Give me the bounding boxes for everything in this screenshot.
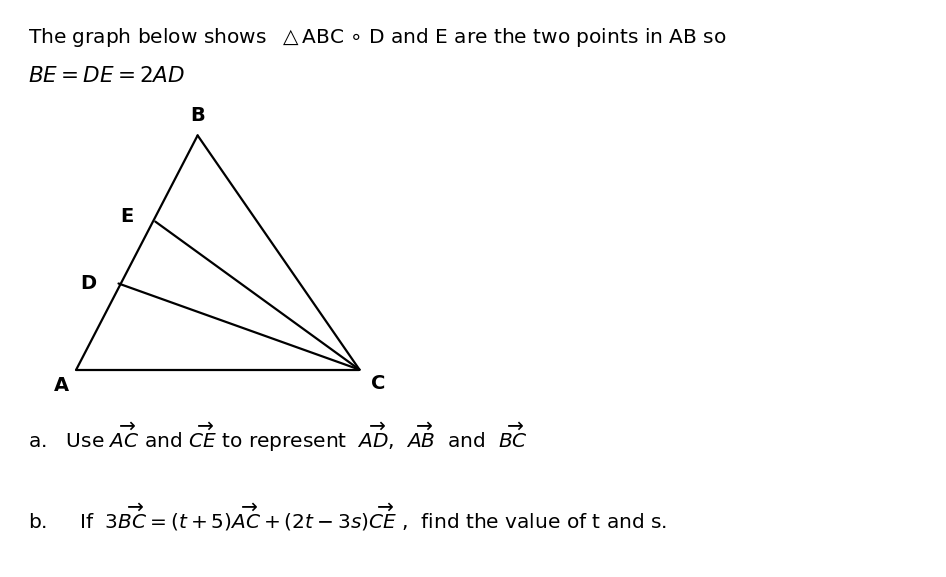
Text: b.     If  $3\overrightarrow{BC} = (t+5)\overrightarrow{AC} + (2t-3s)\overrighta: b. If $3\overrightarrow{BC} = (t+5)\over… — [28, 502, 668, 533]
Text: A: A — [54, 376, 69, 395]
Text: E: E — [120, 207, 133, 226]
Text: a.   Use $\overrightarrow{AC}$ and $\overrightarrow{CE}$ to represent  $\overrig: a. Use $\overrightarrow{AC}$ and $\overr… — [28, 421, 528, 455]
Text: B: B — [190, 106, 205, 125]
Text: D: D — [80, 274, 96, 293]
Text: C: C — [371, 374, 385, 392]
Text: The graph below shows  $\triangle$ABC $\circ$ D and E are the two points in AB s: The graph below shows $\triangle$ABC $\c… — [28, 26, 727, 49]
Text: $BE = DE = 2AD$: $BE = DE = 2AD$ — [28, 66, 185, 87]
